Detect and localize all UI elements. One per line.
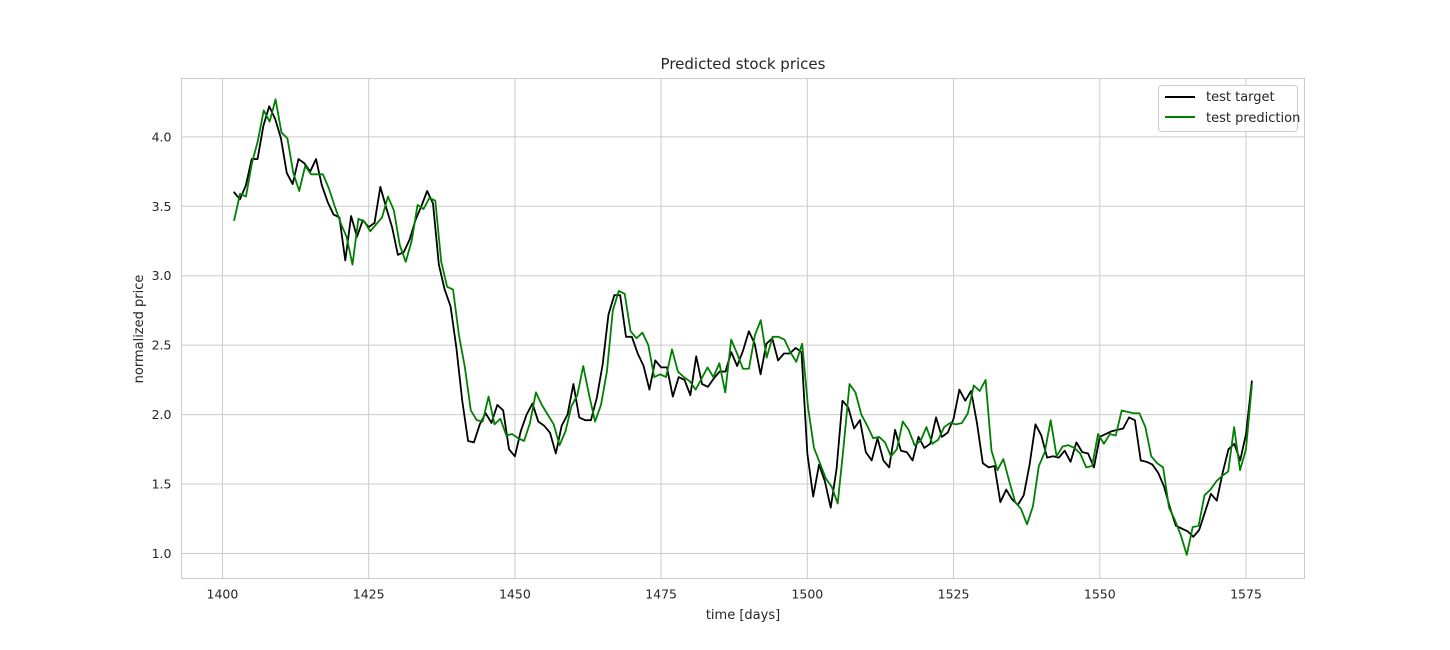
plot-area	[181, 78, 1305, 579]
x-axis-label: time [days]	[706, 608, 780, 623]
x-tick-label: 1550	[1084, 587, 1116, 602]
grid	[181, 78, 1305, 579]
y-tick-label: 2.5	[152, 338, 172, 353]
x-tick-label: 1400	[207, 587, 239, 602]
legend-label-test-prediction: test prediction	[1206, 111, 1300, 126]
y-tick-label: 2.0	[152, 407, 172, 422]
legend: test target test prediction	[1158, 85, 1300, 132]
x-tick-label: 1500	[791, 587, 823, 602]
plot-frame	[181, 78, 1305, 579]
y-tick-label: 1.5	[152, 477, 172, 492]
chart-title: Predicted stock prices	[661, 55, 826, 73]
x-tick-label: 1575	[1230, 587, 1262, 602]
series-layer	[233, 98, 1253, 556]
y-tick-label: 1.0	[152, 546, 172, 561]
series-line-test-prediction	[233, 98, 1253, 556]
y-tick-label: 3.5	[152, 199, 172, 214]
x-tick-label: 1525	[938, 587, 970, 602]
y-tick-label: 4.0	[152, 129, 172, 144]
series-line-test-target	[233, 105, 1253, 538]
legend-label-test-target: test target	[1206, 90, 1275, 105]
y-axis-label: normalized price	[132, 275, 147, 384]
y-axis: 1.0 1.5 2.0 2.5 3.0 3.5 4.0	[152, 129, 172, 561]
x-axis: 1400 1425 1450 1475 1500 1525 1550 1575	[207, 587, 1262, 602]
x-tick-label: 1475	[645, 587, 677, 602]
x-tick-label: 1450	[499, 587, 531, 602]
y-tick-label: 3.0	[152, 268, 172, 283]
x-tick-label: 1425	[353, 587, 385, 602]
